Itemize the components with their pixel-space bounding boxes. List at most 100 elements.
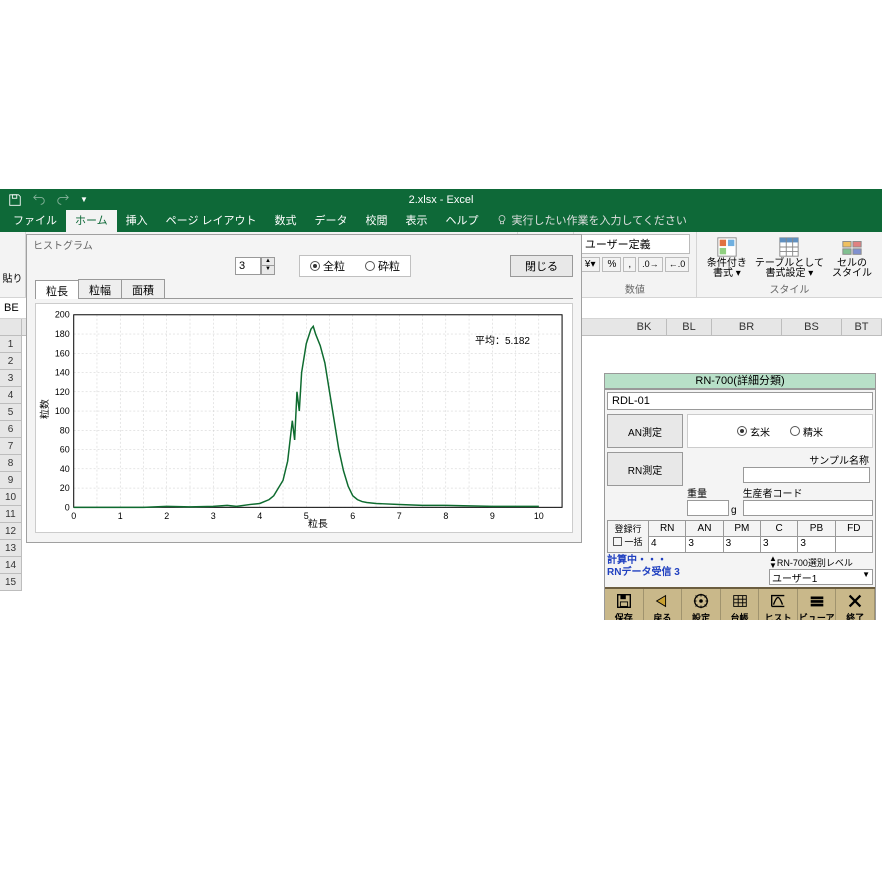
row-header[interactable]: 9 bbox=[0, 472, 22, 489]
producer-code-input[interactable] bbox=[743, 500, 873, 516]
row-header[interactable]: 10 bbox=[0, 489, 22, 506]
reg-col-value[interactable]: 3 bbox=[761, 536, 797, 552]
an-measure-button[interactable]: AN測定 bbox=[607, 414, 683, 448]
count-spinner[interactable]: ▲▼ bbox=[235, 257, 275, 275]
cell-styles-button[interactable]: セルの スタイル bbox=[828, 234, 876, 281]
rice-type-radios: 玄米 精米 bbox=[687, 414, 873, 448]
tab-file[interactable]: ファイル bbox=[4, 208, 66, 232]
svg-text:10: 10 bbox=[534, 511, 544, 521]
reg-col-header: PM bbox=[724, 521, 760, 536]
row-header[interactable]: 11 bbox=[0, 506, 22, 523]
svg-text:140: 140 bbox=[55, 368, 70, 378]
conditional-formatting-button[interactable]: 条件付き 書式 ▾ bbox=[703, 234, 751, 281]
col-header[interactable]: BL bbox=[667, 319, 712, 336]
scroll-up-icon[interactable]: ▲▼ bbox=[769, 555, 777, 569]
reg-col-value[interactable]: 3 bbox=[724, 536, 760, 552]
comma-icon[interactable]: , bbox=[623, 257, 636, 272]
row-header[interactable]: 1 bbox=[0, 336, 22, 353]
average-label: 平均：5.182 bbox=[475, 332, 530, 347]
col-header[interactable]: BK bbox=[622, 319, 667, 336]
reg-col-header: FD bbox=[836, 521, 872, 536]
svg-text:0: 0 bbox=[71, 511, 76, 521]
tab-length[interactable]: 粒長 bbox=[35, 280, 79, 299]
weight-input[interactable] bbox=[687, 500, 729, 516]
radio-brown-rice[interactable]: 玄米 bbox=[737, 424, 770, 439]
level-label: RN-700選別レベル bbox=[777, 556, 853, 569]
col-header[interactable]: BT bbox=[842, 319, 882, 336]
close-button[interactable]: 閉じる bbox=[510, 255, 573, 277]
paste-button[interactable]: 貼り bbox=[0, 232, 26, 297]
tell-me-search[interactable]: 実行したい作業を入力してください bbox=[496, 212, 687, 232]
spin-down-icon[interactable]: ▼ bbox=[262, 266, 274, 274]
sample-name-input[interactable] bbox=[743, 467, 871, 483]
tab-view[interactable]: 表示 bbox=[397, 208, 437, 232]
document-title: 2.xlsx - Excel bbox=[409, 194, 474, 206]
row-header[interactable]: 13 bbox=[0, 540, 22, 557]
row-header[interactable]: 8 bbox=[0, 455, 22, 472]
tab-data[interactable]: データ bbox=[306, 208, 357, 232]
row-header[interactable]: 3 bbox=[0, 370, 22, 387]
radio-milled-rice[interactable]: 精米 bbox=[790, 424, 823, 439]
svg-text:2: 2 bbox=[164, 511, 169, 521]
spin-up-icon[interactable]: ▲ bbox=[262, 258, 274, 266]
ribbon-tabs: ファイル ホーム 挿入 ページ レイアウト 数式 データ 校閲 表示 ヘルプ 実… bbox=[0, 210, 882, 232]
percent-icon[interactable]: % bbox=[602, 257, 621, 272]
increase-decimal-icon[interactable]: .0→ bbox=[638, 257, 663, 272]
row-header[interactable]: 15 bbox=[0, 574, 22, 591]
row-header[interactable]: 14 bbox=[0, 557, 22, 574]
row-header[interactable]: 12 bbox=[0, 523, 22, 540]
tab-review[interactable]: 校閲 bbox=[357, 208, 397, 232]
tab-home[interactable]: ホーム bbox=[66, 208, 117, 232]
svg-text:粒長: 粒長 bbox=[308, 517, 328, 530]
col-header[interactable]: BR bbox=[712, 319, 782, 336]
svg-text:100: 100 bbox=[55, 406, 70, 416]
reg-col-header: C bbox=[761, 521, 797, 536]
blank-area-bottom bbox=[0, 620, 882, 881]
radio-broken-grain[interactable]: 砕粒 bbox=[365, 258, 400, 274]
reg-col-value[interactable] bbox=[836, 536, 872, 552]
row-header[interactable]: 5 bbox=[0, 404, 22, 421]
radio-whole-grain[interactable]: 全粒 bbox=[310, 258, 345, 274]
histogram-tabs: 粒長 粒幅 面積 bbox=[35, 279, 573, 299]
level-dropdown[interactable]: ユーザー1▼ bbox=[769, 569, 873, 585]
svg-text:3: 3 bbox=[211, 511, 216, 521]
tab-insert[interactable]: 挿入 bbox=[117, 208, 157, 232]
device-name-field[interactable]: RDL-01 bbox=[607, 392, 873, 410]
currency-icon[interactable]: ¥▾ bbox=[580, 257, 601, 272]
svg-text:80: 80 bbox=[60, 425, 70, 435]
qat-dropdown-icon[interactable]: ▼ bbox=[80, 195, 88, 204]
rn700-panel: RDL-01 AN測定 玄米 精米 RN測定 重量 g サンプル名称 生産者コー… bbox=[604, 389, 876, 628]
svg-text:7: 7 bbox=[397, 511, 402, 521]
svg-text:160: 160 bbox=[55, 348, 70, 358]
bulk-checkbox[interactable] bbox=[613, 537, 622, 546]
reg-col-value[interactable]: 3 bbox=[798, 536, 834, 552]
reg-col-value[interactable]: 3 bbox=[686, 536, 722, 552]
tab-page-layout[interactable]: ページ レイアウト bbox=[157, 208, 266, 232]
tab-help[interactable]: ヘルプ bbox=[437, 208, 488, 232]
dialog-title: ヒストグラム bbox=[27, 235, 581, 253]
row-header[interactable]: 7 bbox=[0, 438, 22, 455]
tab-area[interactable]: 面積 bbox=[121, 279, 165, 298]
blank-area-top bbox=[0, 0, 882, 189]
histogram-dialog: ヒストグラム ▲▼ 全粒 砕粒 閉じる 粒長 粒幅 面積 01234567891… bbox=[26, 234, 582, 543]
row-header[interactable]: 6 bbox=[0, 421, 22, 438]
lightbulb-icon bbox=[496, 214, 508, 226]
select-all-cell[interactable] bbox=[0, 319, 22, 335]
number-format-dropdown[interactable] bbox=[580, 234, 690, 254]
svg-text:粒数: 粒数 bbox=[38, 399, 51, 419]
decrease-decimal-icon[interactable]: ←.0 bbox=[665, 257, 690, 272]
status-text: 計算中・・・ RNデータ受信 3 bbox=[607, 555, 769, 585]
row-header[interactable]: 4 bbox=[0, 387, 22, 404]
redo-icon[interactable] bbox=[56, 193, 70, 207]
svg-text:4: 4 bbox=[257, 511, 262, 521]
save-icon[interactable] bbox=[8, 193, 22, 207]
tab-width[interactable]: 粒幅 bbox=[78, 279, 122, 298]
undo-icon[interactable] bbox=[32, 193, 46, 207]
row-header[interactable]: 2 bbox=[0, 353, 22, 370]
rn-measure-button[interactable]: RN測定 bbox=[607, 452, 683, 486]
tab-formulas[interactable]: 数式 bbox=[266, 208, 306, 232]
title-bar: ▼ 2.xlsx - Excel bbox=[0, 189, 882, 210]
col-header[interactable]: BS bbox=[782, 319, 842, 336]
reg-col-value[interactable]: 4 bbox=[649, 536, 685, 552]
format-as-table-button[interactable]: テーブルとして 書式設定 ▾ bbox=[751, 234, 828, 281]
